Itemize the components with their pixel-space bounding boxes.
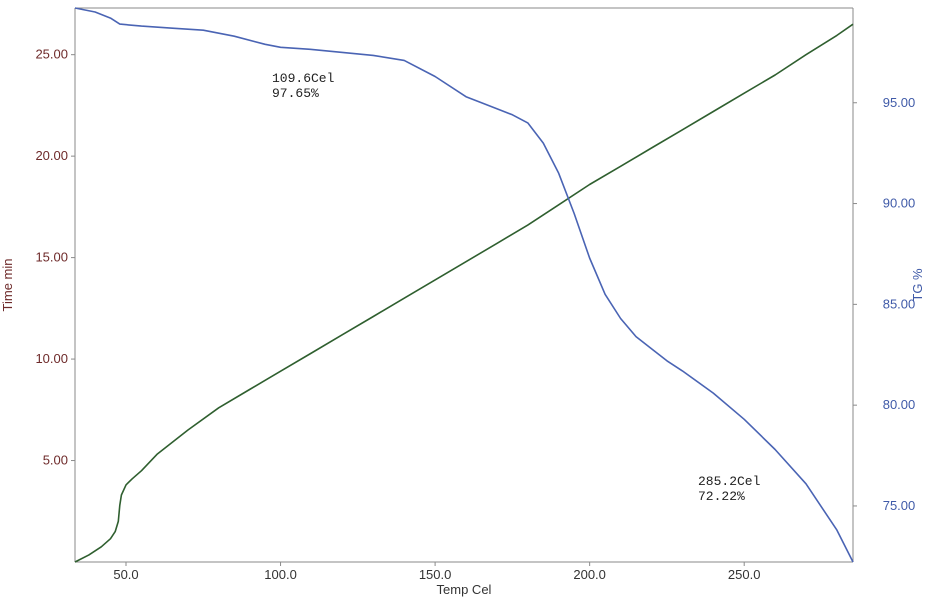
x-tick-label: 150.0 (419, 567, 452, 582)
left-y-tick-label: 20.00 (35, 148, 68, 163)
tg-series-line (74, 7, 854, 563)
left-y-tick-label: 15.00 (35, 250, 68, 265)
left-y-tick-label: 10.00 (35, 351, 68, 366)
ticks-layer: 50.0 100.0 150.0 200.0 250.0 5.00 10.00 15.00 20… (35, 47, 915, 582)
right-y-tick-label: 90.00 (883, 196, 916, 211)
x-tick-label: 200.0 (573, 567, 606, 582)
series-layer (74, 7, 854, 563)
right-y-tick-label: 85.00 (883, 296, 916, 311)
left-y-axis-title: Time min (0, 259, 15, 312)
time-series-line (74, 23, 854, 563)
right-y-tick-label: 95.00 (883, 95, 916, 110)
annotation-temp-label: 285.2Cel (698, 474, 761, 489)
x-axis-title: Temp Cel (437, 582, 492, 597)
x-tick-label: 250.0 (728, 567, 761, 582)
right-y-tick-label: 80.00 (883, 397, 916, 412)
x-tick-label: 50.0 (113, 567, 138, 582)
annotation-tg-label: 97.65% (272, 86, 319, 101)
annotation-tg-label: 72.22% (698, 489, 745, 504)
x-tick-label: 100.0 (264, 567, 297, 582)
axes-layer (74, 7, 854, 563)
annotation-temp-label: 109.6Cel (272, 71, 335, 86)
right-y-axis-title: TG % (910, 268, 925, 302)
left-y-tick-label: 25.00 (35, 47, 68, 62)
right-y-tick-label: 75.00 (883, 498, 916, 513)
left-y-tick-label: 5.00 (43, 453, 68, 468)
